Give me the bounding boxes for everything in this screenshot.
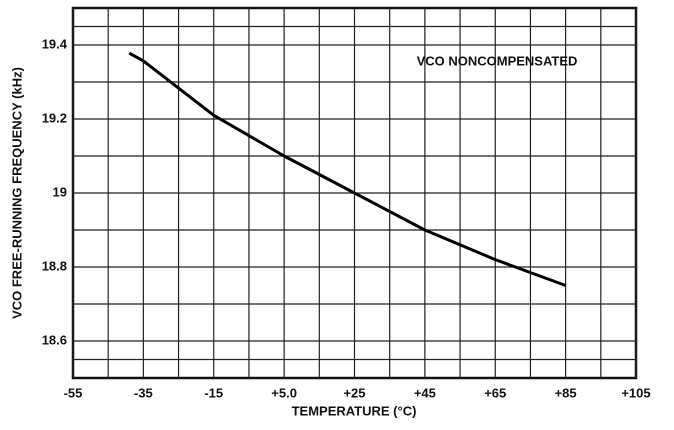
x-tick-label: +65: [484, 385, 506, 400]
x-axis-label: TEMPERATURE (°C): [292, 403, 417, 418]
x-tick-label: +85: [555, 385, 577, 400]
y-tick-label: 19.4: [42, 36, 68, 51]
y-tick-label: 18.6: [42, 332, 67, 347]
x-tick-label: +5.0: [271, 385, 297, 400]
x-tick-label: -35: [134, 385, 153, 400]
x-tick-label: -55: [64, 385, 83, 400]
y-tick-label: 19: [53, 184, 67, 199]
y-axis-label: VCO FREE-RUNNING FREQUENCY (kHz): [9, 67, 24, 319]
x-tick-label: +25: [343, 385, 365, 400]
annotation: VCO NONCOMPENSATED: [417, 53, 578, 68]
x-tick-label: +45: [414, 385, 436, 400]
x-tick-label: -15: [204, 385, 223, 400]
data-line: [128, 51, 567, 287]
y-tick-label: 18.8: [42, 258, 67, 273]
y-tick-label: 19.2: [42, 110, 67, 125]
x-tick-label: +105: [621, 385, 650, 400]
